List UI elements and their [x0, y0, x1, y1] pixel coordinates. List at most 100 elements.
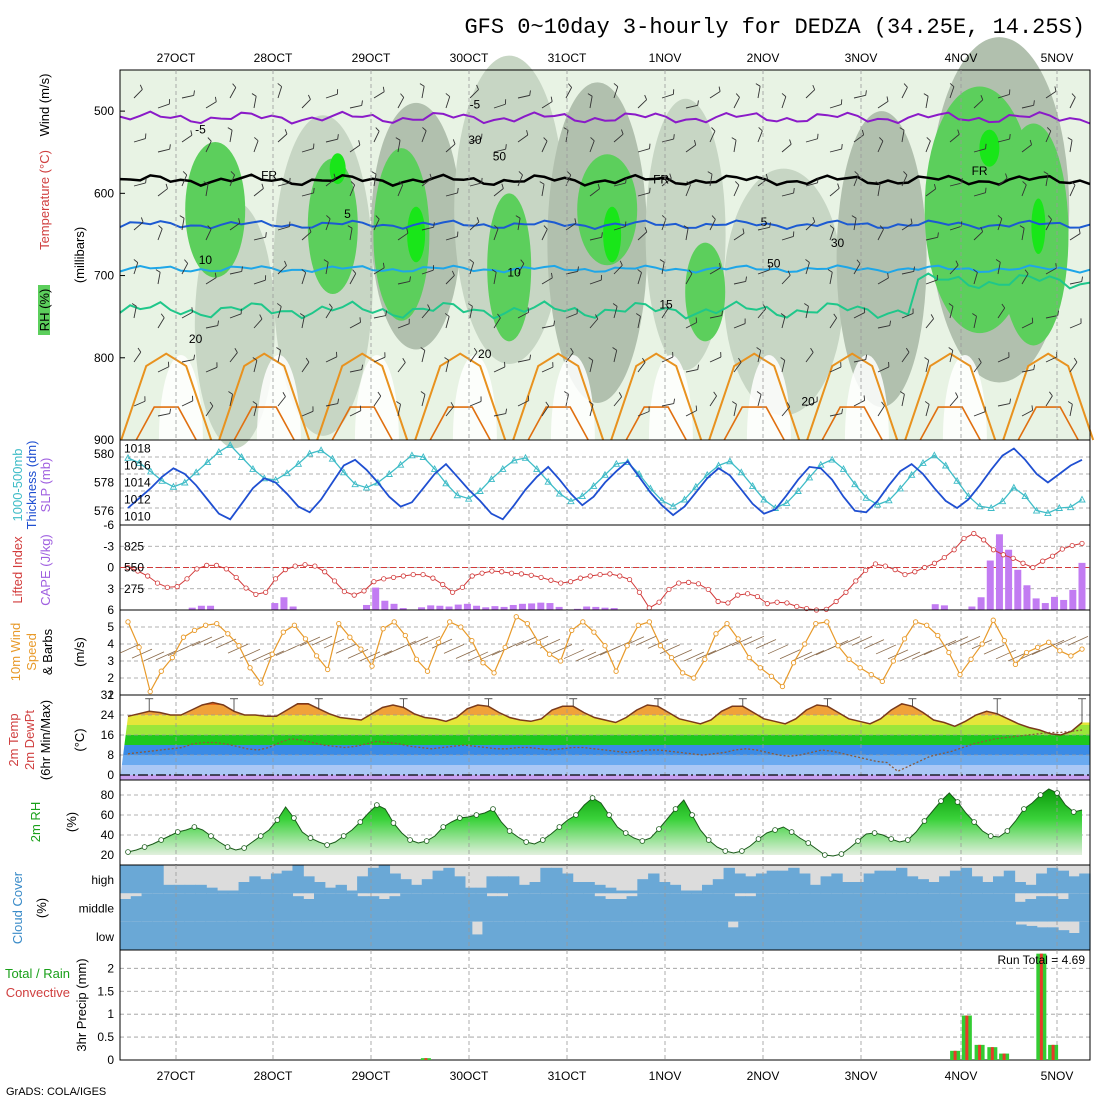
li-point — [912, 569, 918, 575]
wind10m-point — [591, 629, 597, 635]
li-point — [1000, 552, 1006, 558]
rh2m-tick: 20 — [101, 848, 115, 862]
wind-barb-flag — [856, 259, 861, 264]
wind-barb-flag — [553, 320, 556, 326]
wind-barb-flag — [452, 139, 456, 145]
cloud-cell-middle — [314, 893, 326, 922]
wind-barb — [685, 184, 691, 197]
wind-barb — [253, 404, 258, 417]
slp-point — [146, 467, 155, 475]
wind-barb — [253, 360, 258, 373]
cape-bar — [940, 605, 948, 610]
li-point — [833, 598, 839, 605]
wind-barb-flag — [481, 177, 483, 183]
date-label-top: 5NOV — [1041, 51, 1074, 65]
rh2m-point — [755, 836, 762, 842]
rh2m-point — [539, 837, 546, 843]
wind-barb — [757, 350, 762, 363]
li-line — [127, 532, 1083, 611]
temp2m-tick: 0 — [107, 768, 114, 782]
precip-frame — [119, 949, 1091, 1061]
wind-barb-flag — [955, 260, 959, 266]
cloud-cell-high — [680, 890, 692, 894]
cloud-cell-middle — [917, 893, 929, 922]
wind-barb-flag — [491, 269, 497, 273]
cloud-cell-low — [706, 921, 718, 950]
wind-barb-flag — [529, 354, 532, 360]
cloud-cell-high — [195, 884, 207, 894]
slp-point — [317, 446, 325, 454]
wind-barb-flag — [745, 276, 747, 282]
wind-barb — [757, 269, 770, 275]
wind-barb — [853, 400, 865, 407]
wind10m-barb — [467, 651, 489, 662]
cloud-cell-middle — [583, 893, 595, 922]
wind-barb-flag — [313, 187, 315, 193]
wind10m-barb — [899, 651, 921, 662]
wind-barb — [781, 316, 786, 329]
cloud-cell-middle — [120, 899, 132, 922]
wind-barb-flag — [758, 127, 763, 132]
cloud-cell-low — [770, 921, 782, 950]
wind10m-point — [824, 619, 830, 625]
pressure-tick: 600 — [94, 186, 114, 200]
cloud-cell-low — [962, 921, 974, 950]
temp-label-3: (6hr Min/Max) — [38, 700, 53, 780]
wind-barb — [469, 351, 478, 363]
li-point — [931, 560, 938, 566]
cloud-cell-low — [120, 921, 132, 950]
li-point — [400, 573, 406, 579]
wind-barb-flag — [337, 134, 339, 140]
slp-point — [1032, 506, 1041, 514]
cloud-cell-middle — [874, 893, 886, 922]
slp-point — [794, 487, 802, 494]
rh2m-point — [672, 806, 679, 812]
cloud-cell-low — [557, 921, 569, 950]
wind10m-point — [724, 620, 730, 627]
cloud-cover-panel: high middle low — [79, 864, 1091, 951]
wind-barb — [301, 316, 305, 329]
wind-barb — [781, 143, 792, 153]
isotherm-label: -5 — [195, 122, 206, 136]
li-point — [597, 571, 603, 578]
li-tick: 3 — [107, 582, 114, 596]
cloud-cell-high — [960, 867, 973, 894]
li-point — [990, 547, 997, 553]
wind-barb — [901, 223, 913, 231]
wind10m-barb — [995, 649, 1017, 660]
cloud-cell-low — [1015, 924, 1027, 950]
slp-point — [680, 495, 689, 503]
wind-barb — [541, 277, 553, 285]
cloud-cell-high — [1068, 876, 1080, 894]
temp-unit-label: (°C) — [72, 728, 87, 751]
wind-barb-flag — [827, 269, 833, 273]
wind-barb — [613, 86, 619, 99]
cloud-cell-low — [620, 921, 633, 950]
cloud-cell-high — [367, 867, 380, 894]
wind-barb-flag — [851, 215, 857, 219]
wind10m-point — [691, 675, 697, 681]
wind10m-point — [347, 634, 353, 640]
wind-barb — [661, 93, 674, 99]
wind-barb — [349, 144, 361, 153]
wind-barb-flag — [1046, 127, 1052, 132]
wind-barb-flag — [985, 143, 987, 149]
wind-barb — [301, 192, 314, 197]
wind-barb — [685, 104, 698, 109]
wind-barb-flag — [251, 93, 257, 97]
cloud-cell-low — [194, 921, 206, 950]
cape-bar — [381, 600, 389, 610]
cloud-cell-high — [1046, 867, 1059, 894]
cloud-cell-low — [759, 921, 771, 950]
wind-barb-flag — [1073, 357, 1078, 363]
cloud-cell-low — [215, 921, 228, 950]
cape-bar — [363, 604, 370, 610]
date-label-top: 31OCT — [548, 51, 587, 65]
rh-blob — [979, 129, 1000, 167]
wind-barb — [661, 138, 674, 143]
cloud-cell-low — [738, 921, 750, 950]
wind10m-barb — [947, 636, 969, 646]
cloud-cell-middle — [1014, 901, 1026, 922]
wind10m-barb — [359, 651, 381, 662]
cloud-cell-low — [173, 921, 185, 950]
